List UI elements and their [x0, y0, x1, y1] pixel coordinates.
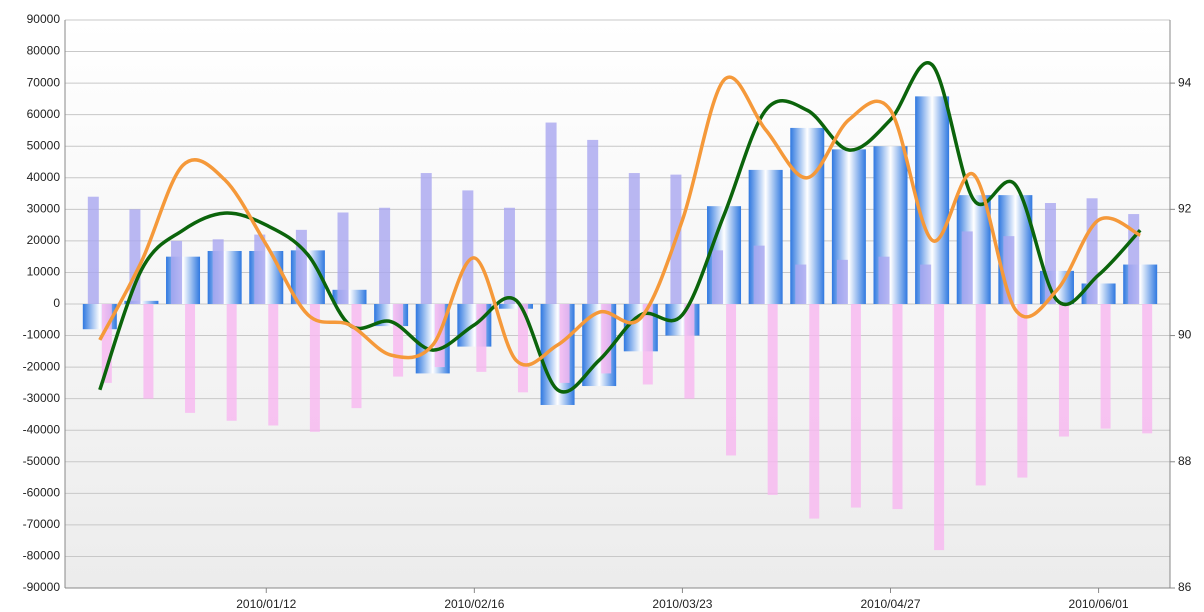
bar — [836, 259, 848, 304]
bar — [379, 207, 391, 304]
bar — [961, 231, 973, 304]
bar — [975, 304, 986, 486]
y-tick-label: -80000 — [23, 549, 61, 563]
bar — [1142, 304, 1153, 434]
y-tick-label: 50000 — [27, 138, 61, 152]
y-tick-label: 30000 — [27, 202, 61, 216]
y-tick-label: 40000 — [27, 170, 61, 184]
bar — [878, 256, 890, 304]
x-tick-label: 2010/04/27 — [860, 597, 920, 611]
y-tick-label: -60000 — [23, 486, 61, 500]
bar — [1058, 304, 1069, 437]
y-tick-label: 70000 — [27, 75, 61, 89]
y-tick-label: 0 — [53, 296, 60, 310]
bar — [212, 239, 224, 304]
y2-tick-label: 92 — [1178, 202, 1192, 216]
bar — [642, 304, 653, 385]
bar — [143, 304, 154, 399]
bar — [393, 304, 404, 377]
bar — [87, 196, 99, 304]
bar — [295, 229, 307, 304]
bar — [628, 173, 640, 304]
bar — [1044, 203, 1056, 304]
bar — [753, 245, 765, 304]
y-tick-label: -90000 — [23, 580, 61, 594]
y2-tick-label: 88 — [1178, 454, 1192, 468]
bar — [892, 304, 903, 510]
bar — [934, 304, 945, 551]
bar — [809, 304, 820, 519]
bar — [712, 250, 724, 304]
bar — [129, 209, 141, 304]
x-tick-label: 2010/01/12 — [236, 597, 296, 611]
y-tick-label: -30000 — [23, 391, 61, 405]
bar — [850, 304, 861, 508]
y2-tick-label: 90 — [1178, 328, 1192, 342]
y-tick-label: -50000 — [23, 454, 61, 468]
bar — [795, 264, 807, 304]
bar — [920, 264, 932, 304]
y-tick-label: 80000 — [27, 44, 61, 58]
y-tick-label: -20000 — [23, 359, 61, 373]
bar — [351, 304, 362, 409]
bar — [309, 304, 320, 432]
y2-tick-label: 86 — [1178, 580, 1192, 594]
bar — [254, 234, 266, 304]
x-tick-label: 2010/03/23 — [652, 597, 712, 611]
bar — [337, 212, 349, 304]
bar — [498, 304, 533, 309]
bar — [1100, 304, 1111, 429]
bar — [587, 139, 599, 304]
bar — [185, 304, 196, 413]
bar — [268, 304, 279, 426]
bar — [1128, 214, 1140, 304]
y-tick-label: 60000 — [27, 107, 61, 121]
y-tick-label: -10000 — [23, 328, 61, 342]
y-tick-label: -70000 — [23, 517, 61, 531]
bar — [767, 304, 778, 495]
y2-tick-label: 94 — [1178, 75, 1192, 89]
bar — [226, 304, 237, 421]
bar — [101, 304, 112, 383]
bar — [124, 300, 159, 304]
bar — [601, 304, 612, 374]
bar — [726, 304, 737, 456]
bar — [476, 304, 487, 372]
y-tick-label: 90000 — [27, 12, 61, 26]
line — [98, 75, 1142, 367]
y-tick-label: -40000 — [23, 422, 61, 436]
y-tick-label: 10000 — [27, 265, 61, 279]
bar — [684, 304, 695, 399]
bar — [1003, 236, 1015, 304]
y-tick-label: 20000 — [27, 233, 61, 247]
bar — [171, 240, 183, 304]
bar — [517, 304, 528, 393]
line — [98, 60, 1142, 394]
bar — [559, 304, 570, 383]
bar — [1017, 304, 1028, 478]
bar — [1086, 198, 1098, 304]
bar — [503, 207, 515, 304]
bar — [545, 122, 557, 304]
x-tick-label: 2010/06/01 — [1069, 597, 1129, 611]
x-tick-label: 2010/02/16 — [444, 597, 504, 611]
bar — [420, 173, 432, 304]
bar — [462, 190, 474, 304]
